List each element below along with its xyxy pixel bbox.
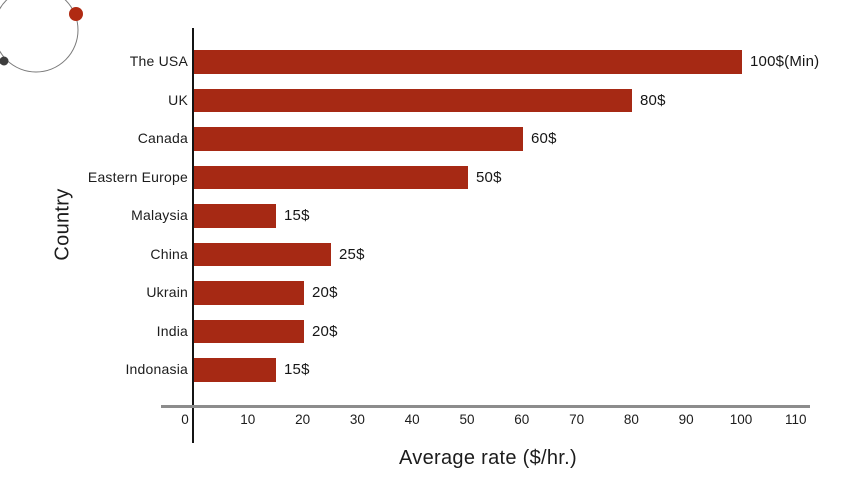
x-tick-label: 0 bbox=[181, 412, 189, 427]
x-tick-label: 70 bbox=[569, 412, 585, 427]
bar-value-label: 60$ bbox=[531, 130, 557, 147]
bar-value-label: 80$ bbox=[640, 91, 666, 109]
x-tick-label: 30 bbox=[349, 412, 365, 427]
x-axis-line bbox=[161, 405, 810, 408]
x-tick-label: 60 bbox=[514, 412, 530, 427]
orbit-dark-dot-icon bbox=[0, 56, 9, 66]
bar-value-label: 20$ bbox=[312, 284, 338, 301]
x-axis-title: Average rate ($/hr.) bbox=[399, 447, 577, 469]
category-label: Malaysia bbox=[131, 207, 188, 223]
category-label: India bbox=[156, 322, 188, 339]
x-tick-label: 90 bbox=[678, 412, 694, 427]
bar bbox=[194, 88, 632, 112]
bar bbox=[194, 50, 742, 74]
orbit-red-dot-icon bbox=[69, 7, 83, 21]
bar-value-label: 25$ bbox=[339, 245, 365, 263]
x-tick-label: 50 bbox=[459, 412, 475, 427]
bar bbox=[194, 281, 304, 305]
bar-value-label: 20$ bbox=[312, 322, 338, 340]
category-label: China bbox=[150, 245, 188, 262]
orbit-circle bbox=[0, 0, 79, 73]
bar bbox=[194, 204, 276, 228]
category-label: Ukrain bbox=[146, 284, 188, 300]
x-tick-label: 110 bbox=[785, 412, 807, 427]
bar bbox=[194, 319, 304, 343]
y-axis-line bbox=[192, 28, 194, 443]
x-tick-label: 20 bbox=[295, 412, 311, 427]
category-label: Indonasia bbox=[125, 361, 188, 377]
x-tick-label: 100 bbox=[729, 412, 753, 427]
bar bbox=[194, 127, 523, 151]
bar bbox=[194, 242, 331, 266]
bar bbox=[194, 165, 468, 189]
category-label: UK bbox=[168, 91, 188, 108]
x-tick-label: 40 bbox=[404, 412, 420, 427]
category-label: Eastern Europe bbox=[87, 168, 188, 185]
x-tick-label: 10 bbox=[240, 412, 256, 427]
bar bbox=[194, 358, 276, 382]
y-axis-title: Country bbox=[51, 188, 74, 261]
bar-value-label: 15$ bbox=[284, 361, 310, 378]
category-label: Canada bbox=[137, 130, 188, 146]
bar-value-label: 50$ bbox=[476, 168, 502, 186]
orbit-logo-decoration bbox=[0, 0, 83, 73]
category-label: The USA bbox=[129, 53, 188, 69]
bar-value-label: 100$(Min) bbox=[750, 53, 820, 70]
x-tick-label: 80 bbox=[623, 412, 639, 427]
bar-value-label: 15$ bbox=[284, 207, 310, 224]
